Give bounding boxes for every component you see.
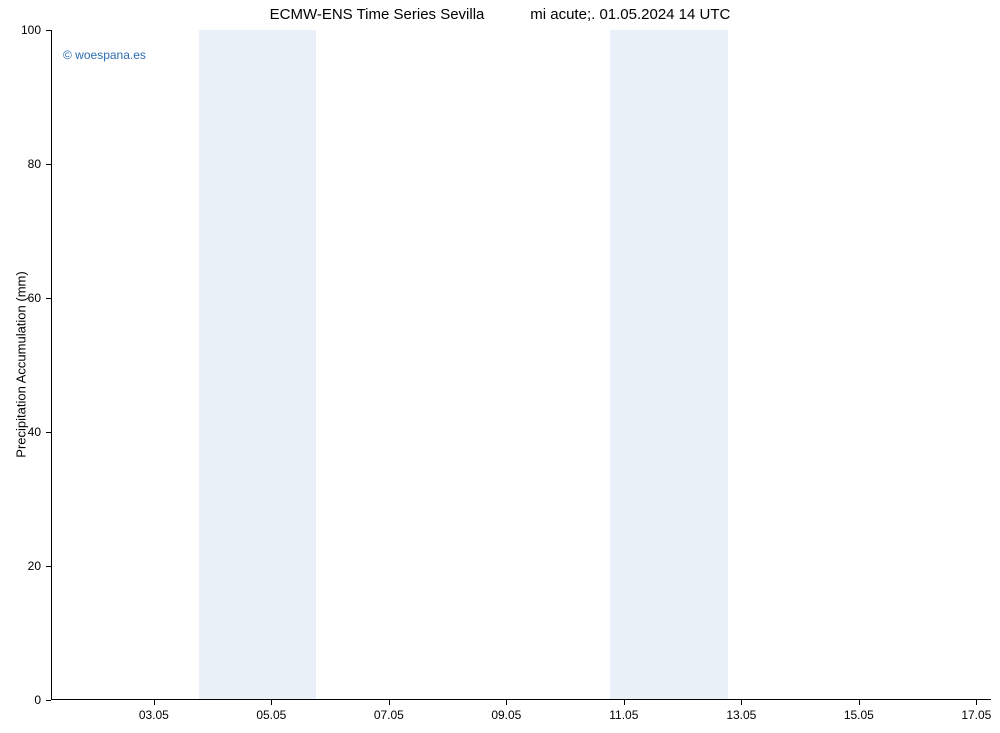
- x-tick: [389, 700, 390, 705]
- plot-area: [51, 30, 991, 700]
- x-tick: [506, 700, 507, 705]
- x-tick-label: 05.05: [246, 708, 296, 722]
- y-axis-label: Precipitation Accumulation (mm): [14, 165, 29, 565]
- x-tick: [271, 700, 272, 705]
- y-tick-label: 100: [11, 23, 41, 37]
- x-tick: [859, 700, 860, 705]
- x-tick: [154, 700, 155, 705]
- title-left: ECMW-ENS Time Series Sevilla: [270, 6, 485, 23]
- y-tick-label: 20: [11, 559, 41, 573]
- y-tick: [46, 30, 51, 31]
- x-tick-label: 11.05: [599, 708, 649, 722]
- shaded-band: [669, 30, 728, 699]
- title-right: mi acute;. 01.05.2024 14 UTC: [530, 6, 730, 23]
- x-tick: [624, 700, 625, 705]
- y-tick: [46, 566, 51, 567]
- x-tick-label: 07.05: [364, 708, 414, 722]
- chart-container: ECMW-ENS Time Series Sevilla mi acute;. …: [0, 0, 1000, 733]
- y-tick-label: 80: [11, 157, 41, 171]
- x-tick-label: 15.05: [834, 708, 884, 722]
- shaded-band: [199, 30, 258, 699]
- x-tick: [976, 700, 977, 705]
- y-tick: [46, 700, 51, 701]
- watermark: © woespana.es: [63, 48, 146, 62]
- x-tick-label: 13.05: [716, 708, 766, 722]
- shaded-band: [258, 30, 317, 699]
- y-tick: [46, 298, 51, 299]
- y-tick: [46, 164, 51, 165]
- y-tick-label: 40: [11, 425, 41, 439]
- x-tick: [741, 700, 742, 705]
- x-tick-label: 03.05: [129, 708, 179, 722]
- y-tick-label: 60: [11, 291, 41, 305]
- y-tick: [46, 432, 51, 433]
- chart-title: ECMW-ENS Time Series Sevilla mi acute;. …: [0, 6, 1000, 23]
- x-tick-label: 17.05: [951, 708, 1000, 722]
- shaded-band: [610, 30, 669, 699]
- y-tick-label: 0: [11, 693, 41, 707]
- x-tick-label: 09.05: [481, 708, 531, 722]
